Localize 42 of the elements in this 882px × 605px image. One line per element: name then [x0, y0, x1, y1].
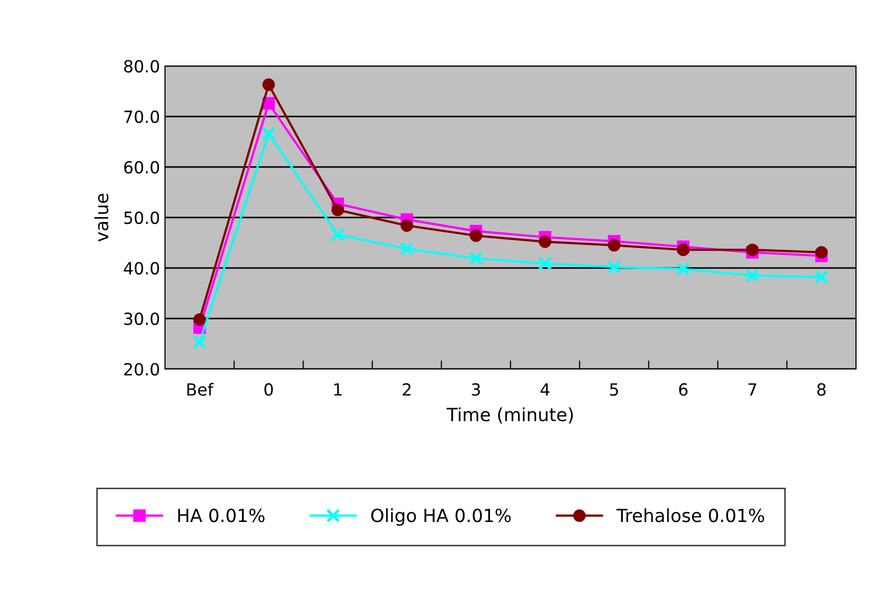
point — [538, 235, 552, 248]
point — [330, 228, 345, 242]
point — [469, 251, 483, 266]
x-tick-label: 3 — [472, 383, 480, 396]
point — [677, 244, 690, 256]
x-tick-label: 8 — [817, 383, 826, 396]
point — [470, 229, 482, 242]
point — [745, 268, 760, 283]
y-tick-label: 80.0 — [124, 60, 160, 73]
point — [193, 313, 206, 326]
y-tick-label: 40.0 — [124, 262, 160, 275]
x-tick-label: 2 — [402, 383, 410, 396]
y-tick-label: 60.0 — [124, 160, 160, 174]
y-tick-label: 30.0 — [124, 312, 160, 326]
y-tick-label: 50.0 — [124, 211, 160, 224]
legend-label: Trehalose 0.01% — [616, 508, 764, 522]
point — [400, 219, 414, 232]
point — [608, 239, 620, 252]
x-tick-label: 6 — [679, 383, 688, 396]
x-tick-label: 4 — [540, 383, 550, 396]
y-tick-label: 70.0 — [124, 110, 160, 124]
x-tick-label: 5 — [610, 383, 618, 396]
legend-label: Oligo HA 0.01% — [371, 508, 511, 526]
point — [607, 260, 622, 274]
point — [815, 246, 828, 259]
point — [332, 204, 344, 216]
x-tick-label: 0 — [264, 383, 273, 396]
point — [400, 242, 414, 256]
point — [538, 256, 552, 270]
y-tick-label: 20.0 — [124, 362, 160, 376]
point — [192, 335, 206, 350]
point — [746, 244, 759, 256]
x-tick-label: 1 — [334, 383, 342, 396]
y-axis-title: value — [94, 194, 108, 242]
x-tick-label: Bef — [187, 382, 214, 396]
legend-label: HA 0.01% — [178, 508, 264, 522]
x-axis-title: Time (minute) — [446, 407, 573, 424]
point — [262, 126, 276, 141]
x-tick-label: 7 — [748, 383, 756, 396]
point — [814, 270, 828, 284]
point — [262, 78, 275, 91]
point — [676, 262, 690, 276]
